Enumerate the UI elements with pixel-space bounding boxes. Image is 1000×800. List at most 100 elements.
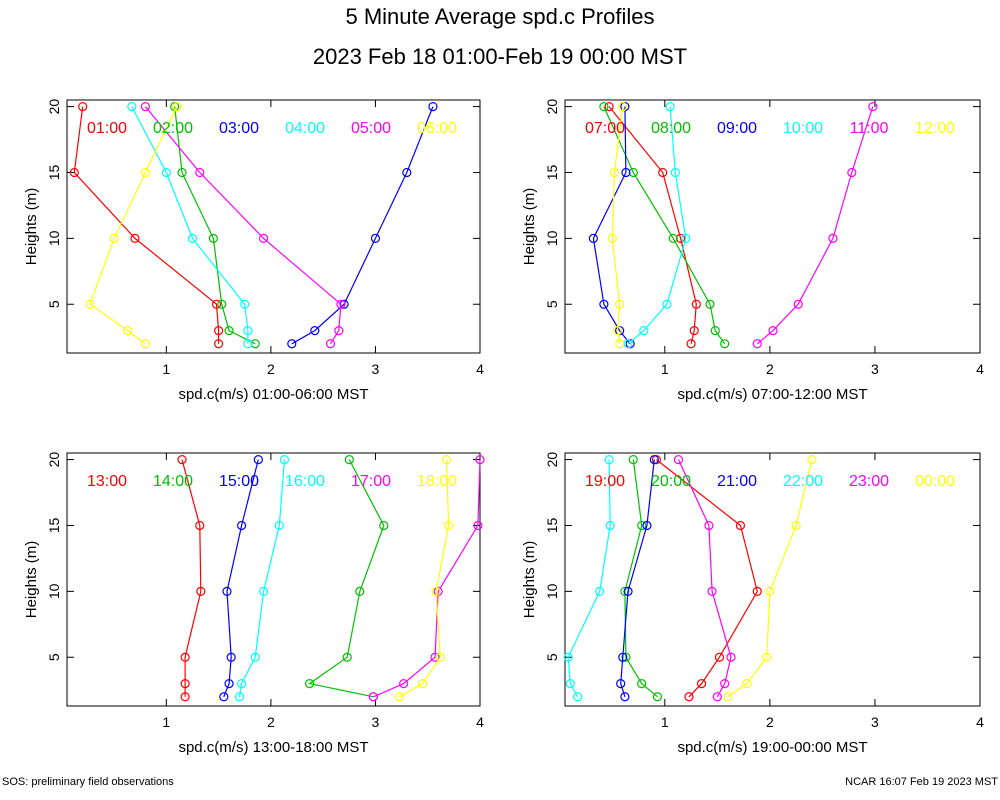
series-line-0700 — [608, 106, 697, 344]
legend-entry: 05:00 — [351, 120, 391, 137]
data-point — [399, 678, 409, 689]
data-point — [710, 325, 720, 336]
data-point — [620, 692, 630, 702]
data-point — [662, 299, 672, 309]
y-tick-label: 20 — [46, 99, 62, 115]
y-tick-label: 10 — [46, 583, 62, 599]
plot-frame — [66, 452, 481, 707]
data-point — [573, 692, 583, 702]
legend-entry: 06:00 — [417, 120, 457, 137]
y-tick-label: 15 — [46, 517, 62, 533]
data-point — [177, 454, 187, 465]
series-line-0300 — [291, 106, 434, 345]
data-point — [325, 339, 336, 349]
x-tick-label: 3 — [871, 714, 879, 730]
y-tick-label: 15 — [544, 164, 560, 180]
series-line-0000 — [727, 459, 813, 698]
y-tick-label: 10 — [544, 230, 560, 246]
legend-entry: 15:00 — [219, 473, 259, 490]
data-point — [752, 586, 762, 596]
series-line-1600 — [238, 459, 286, 697]
page-subtitle: 2023 Feb 18 01:00-Feb 19 00:00 MST — [312, 44, 688, 69]
legend-entry: 03:00 — [219, 120, 259, 137]
x-tick-label: 3 — [871, 361, 879, 377]
data-point — [609, 167, 619, 178]
data-point — [195, 167, 205, 178]
data-point — [240, 299, 250, 309]
data-point — [161, 167, 171, 178]
data-point — [431, 586, 441, 596]
y-axis-label: Heights (m) — [23, 541, 40, 619]
data-point — [214, 325, 224, 336]
data-point — [742, 678, 752, 689]
legend-entry: 20:00 — [651, 473, 691, 490]
legend-entry: 10:00 — [783, 120, 823, 137]
footer-left-note: SOS: preliminary field observations — [2, 776, 174, 788]
data-point — [847, 167, 857, 178]
data-point — [224, 325, 234, 336]
data-point — [670, 167, 680, 178]
data-point — [310, 325, 320, 336]
data-point — [196, 586, 206, 596]
x-tick-label: 1 — [162, 714, 170, 730]
data-point — [604, 454, 614, 465]
data-point — [639, 325, 649, 336]
x-tick-label: 1 — [661, 361, 669, 377]
x-tick-label: 1 — [162, 361, 170, 377]
data-point — [344, 454, 354, 465]
x-tick-label: 2 — [267, 714, 275, 730]
y-tick-label: 20 — [544, 452, 560, 468]
data-point — [723, 692, 733, 702]
data-point — [355, 586, 365, 596]
data-point — [279, 454, 290, 465]
data-point — [243, 339, 253, 349]
data-point — [649, 454, 659, 465]
data-point — [563, 652, 573, 662]
data-point — [726, 652, 736, 662]
data-point — [691, 299, 701, 309]
data-point — [588, 233, 598, 243]
data-point — [237, 678, 247, 689]
legend-entry: 01:00 — [87, 120, 127, 137]
data-point — [599, 299, 609, 309]
data-point — [762, 652, 772, 662]
data-point — [720, 678, 730, 689]
data-point — [628, 167, 638, 178]
data-point — [237, 520, 247, 531]
y-tick-label: 5 — [46, 300, 62, 308]
x-tick-label: 2 — [267, 361, 275, 377]
chart-panel-2: 1 2 3 4 5 10 15 20 spd.c(m/s) 07:00-12:00 MST Hei… — [521, 99, 984, 403]
data-point — [565, 678, 575, 689]
plot-frame — [564, 452, 981, 707]
data-point — [675, 233, 686, 243]
y-tick-label: 20 — [544, 99, 560, 115]
data-point — [868, 101, 878, 112]
y-tick-label: 5 — [544, 653, 560, 661]
data-point — [704, 520, 714, 531]
series-line-0400 — [131, 106, 249, 344]
data-point — [127, 101, 137, 112]
data-point — [665, 101, 675, 112]
data-point — [219, 692, 229, 702]
legend-entry: 17:00 — [351, 473, 391, 490]
data-point — [616, 678, 626, 689]
y-axis-label: Heights (m) — [521, 541, 538, 619]
data-point — [417, 678, 428, 689]
data-point — [226, 652, 236, 662]
x-tick-label: 3 — [372, 714, 380, 730]
data-point — [250, 339, 260, 349]
data-point — [686, 339, 696, 349]
data-point — [274, 520, 284, 531]
series-line-0900 — [592, 106, 631, 345]
series-line-1900 — [656, 459, 758, 698]
legend-entry: 11:00 — [850, 120, 889, 137]
series-line-1000 — [627, 106, 687, 345]
data-point — [615, 339, 625, 349]
data-point — [618, 652, 628, 662]
y-tick-label: 5 — [46, 653, 62, 661]
legend-entry: 00:00 — [915, 473, 955, 490]
data-point — [684, 692, 694, 702]
data-point — [807, 454, 817, 465]
legend-entry: 18:00 — [417, 473, 457, 490]
legend-entry: 13:00 — [87, 473, 127, 490]
